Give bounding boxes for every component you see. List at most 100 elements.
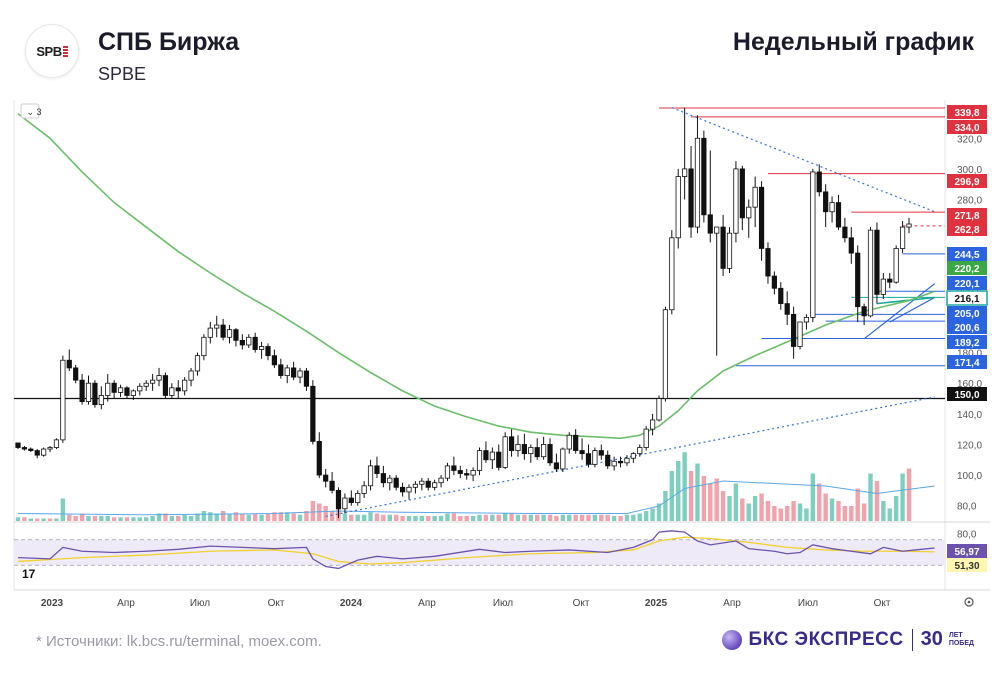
volume-bar xyxy=(900,473,905,521)
candle-body xyxy=(483,450,489,461)
volume-bar xyxy=(579,514,585,521)
volume-bar xyxy=(60,498,66,521)
candle-body xyxy=(842,226,848,239)
volume-bar xyxy=(86,516,91,521)
candle-body xyxy=(829,202,835,213)
rsi-value-box xyxy=(947,544,987,558)
candle-body xyxy=(214,324,220,329)
candle-body xyxy=(855,252,861,308)
candle-body xyxy=(284,367,290,376)
price-tick-label: 160,0 xyxy=(957,379,982,390)
volume-bar xyxy=(252,513,258,521)
time-axis-label: 2025 xyxy=(645,598,668,609)
volume-bar xyxy=(387,514,392,521)
rsi-tick-label: 80,0 xyxy=(957,529,977,540)
volume-bar xyxy=(432,516,437,521)
candle-body xyxy=(188,370,194,381)
volume-bar xyxy=(214,513,219,521)
candle-body xyxy=(624,457,630,464)
volume-bar xyxy=(509,513,514,521)
volume-bar xyxy=(349,514,354,521)
brand-divider xyxy=(911,628,913,651)
volume-bar xyxy=(829,498,835,521)
candle-body xyxy=(451,465,457,471)
candle-body xyxy=(291,367,297,378)
volume-bar xyxy=(54,518,59,521)
time-axis-label: Июл xyxy=(493,598,513,609)
volume-bar xyxy=(720,491,726,521)
candle-body xyxy=(246,336,252,346)
candle-body xyxy=(21,447,28,450)
time-axis-label: Июл xyxy=(798,598,818,609)
volume-bar xyxy=(451,513,457,521)
level-value-label: 262,8 xyxy=(954,225,979,236)
volume-bar xyxy=(592,514,598,521)
volume-bar xyxy=(746,503,751,521)
candle-body xyxy=(515,444,521,451)
level-value-label: 339,8 xyxy=(954,108,979,119)
volume-bar xyxy=(554,516,559,521)
candle-body xyxy=(342,497,348,510)
volume-bar xyxy=(618,516,623,521)
brand-name: БКС ЭКСПРЕСС xyxy=(748,628,904,650)
volume-bar xyxy=(605,514,610,521)
candle-body xyxy=(143,382,149,387)
volume-bar xyxy=(41,518,46,521)
volume-bar xyxy=(246,514,251,521)
candle-body xyxy=(560,448,566,470)
candle-body xyxy=(233,329,239,341)
volume-bar xyxy=(464,516,469,521)
candle-body xyxy=(656,398,662,421)
volume-bar xyxy=(28,518,34,521)
candle-body xyxy=(553,462,560,470)
candle-body xyxy=(457,470,463,474)
volume-bar xyxy=(611,516,617,521)
volume-bar xyxy=(631,514,636,521)
candle-body xyxy=(867,229,874,317)
volume-bar xyxy=(541,514,546,521)
candle-body xyxy=(444,465,451,479)
candle-body xyxy=(374,465,380,474)
candle-body xyxy=(226,329,233,338)
candle-body xyxy=(220,324,226,338)
price-tick-label: 80,0 xyxy=(957,502,977,513)
volume-bar xyxy=(150,516,155,521)
volume-bar xyxy=(35,518,40,521)
volume-bar xyxy=(496,514,501,521)
volume-bar xyxy=(240,513,245,521)
volume-bar xyxy=(67,514,72,521)
candle-body xyxy=(419,480,425,485)
rsi-line xyxy=(17,530,935,570)
volume-bar xyxy=(522,514,527,521)
candle-body xyxy=(329,480,335,491)
level-value-box xyxy=(946,290,988,306)
candle-body xyxy=(887,278,893,283)
volume-bar xyxy=(105,516,110,521)
volume-bar xyxy=(285,512,290,521)
candle-body xyxy=(899,226,906,249)
candle-body xyxy=(432,482,438,488)
volume-bar xyxy=(650,508,655,521)
trend-line xyxy=(325,396,935,517)
volume-bar xyxy=(714,478,719,521)
candle-body xyxy=(348,497,354,504)
volume-bar xyxy=(573,514,578,521)
level-value-label: 150,0 xyxy=(954,390,979,401)
candle-body xyxy=(79,379,85,402)
candle-body xyxy=(630,453,636,459)
volume-bar xyxy=(797,503,803,521)
volume-bar xyxy=(22,517,27,521)
volume-bar xyxy=(265,513,271,521)
level-value-box xyxy=(947,276,987,290)
price-tick-label: 280,0 xyxy=(957,196,982,207)
volume-bar xyxy=(906,468,912,521)
volume-bar xyxy=(361,514,367,521)
trend-line xyxy=(671,107,935,213)
level-value-label: 216,1 xyxy=(954,294,979,305)
level-value-box xyxy=(947,222,987,236)
candle-body xyxy=(194,355,201,372)
volume-bar xyxy=(445,513,450,521)
candle-body xyxy=(399,486,406,493)
time-axis-label: 2023 xyxy=(41,598,64,609)
candle-body xyxy=(252,336,258,350)
